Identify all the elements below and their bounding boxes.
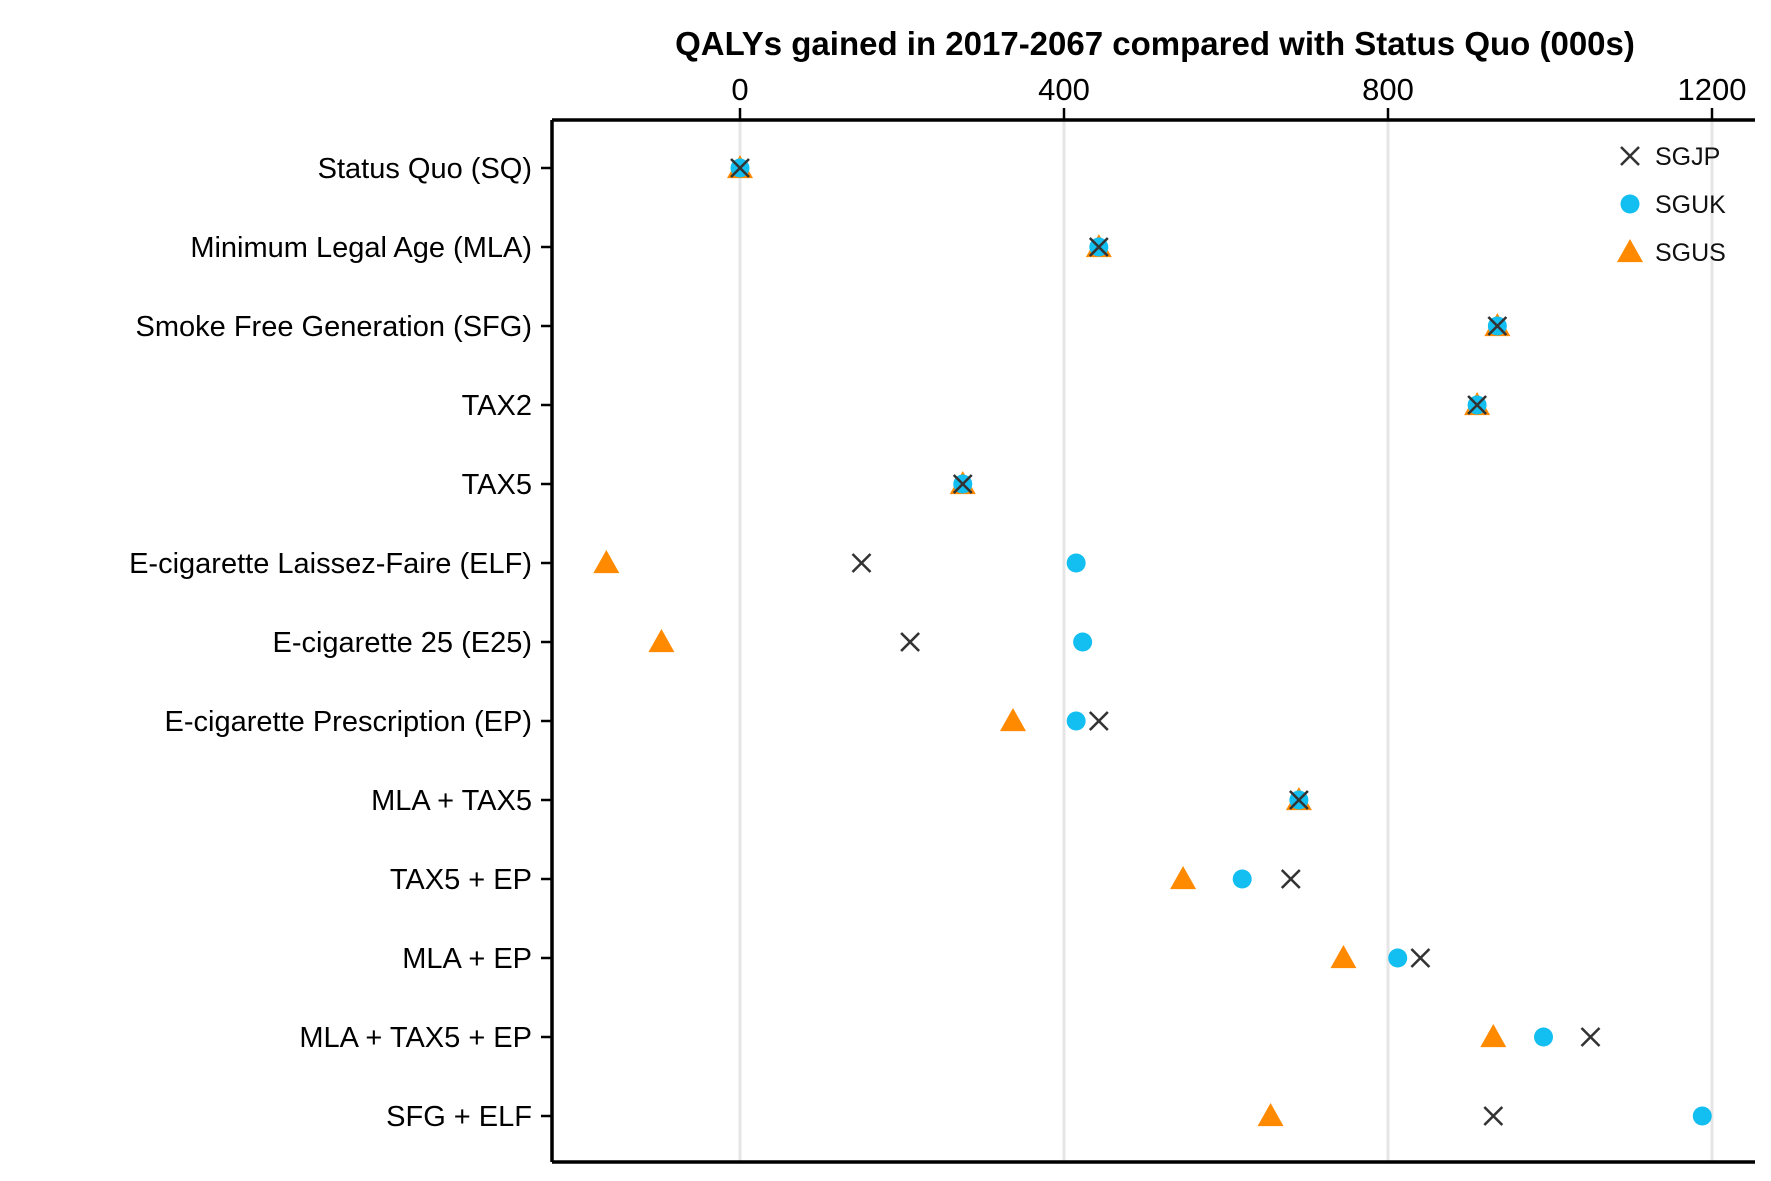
- cross-stroke: [1280, 869, 1301, 889]
- grid-lines: [738, 120, 1714, 1162]
- category-label: TAX2: [462, 390, 532, 422]
- cross-stroke: [952, 474, 973, 494]
- category-label: Status Quo (SQ): [318, 153, 532, 185]
- x-axis-ticks: 0 400 800 1200: [731, 72, 1746, 120]
- data-points: [593, 155, 1712, 1127]
- point-sgjp: [1088, 711, 1109, 731]
- cross-stroke: [1620, 146, 1640, 166]
- point-sguk: [1534, 1027, 1554, 1047]
- category-label: TAX5 + EP: [390, 864, 532, 896]
- point-sguk: [1073, 632, 1093, 652]
- point-sgjp: [1483, 1106, 1504, 1126]
- legend-label: SGUS: [1655, 239, 1726, 267]
- category-label: MLA + EP: [402, 943, 532, 975]
- point-sgjp: [1410, 948, 1431, 968]
- point-sguk: [1066, 711, 1086, 731]
- point-sgjp: [851, 553, 872, 573]
- cross-stroke: [1088, 711, 1109, 731]
- category-label: MLA + TAX5 + EP: [299, 1022, 532, 1054]
- point-sgus: [999, 708, 1026, 732]
- legend-marker-sguk: [1620, 194, 1640, 214]
- point-sguk: [1232, 869, 1252, 889]
- point-sguk: [1066, 553, 1086, 573]
- point-sgus: [1170, 866, 1197, 890]
- cross-stroke: [1487, 316, 1508, 336]
- point-sgus: [1330, 945, 1357, 969]
- cross-stroke: [851, 553, 872, 573]
- point-sgjp: [952, 474, 973, 494]
- legend-label: SGUK: [1655, 191, 1726, 219]
- category-label: Smoke Free Generation (SFG): [136, 311, 532, 343]
- point-sgus: [648, 629, 675, 653]
- point-sgjp: [900, 632, 921, 652]
- category-label: Minimum Legal Age (MLA): [190, 232, 532, 264]
- category-label: E-cigarette Laissez-Faire (ELF): [129, 548, 532, 580]
- point-sgus: [1257, 1103, 1284, 1127]
- legend-marker-sgjp: [1620, 146, 1640, 166]
- category-label: E-cigarette Prescription (EP): [165, 706, 532, 738]
- cross-stroke: [1088, 237, 1109, 257]
- x-tick-label: 0: [731, 72, 748, 107]
- point-sgjp: [1580, 1027, 1601, 1047]
- x-tick-label: 400: [1038, 72, 1090, 107]
- legend: SGJP SGUK SGUS: [1617, 143, 1726, 267]
- y-axis-categories: Status Quo (SQ) Minimum Legal Age (MLA) Sm…: [129, 153, 552, 1133]
- point-sguk: [1388, 948, 1408, 968]
- point-sgjp: [1288, 790, 1309, 810]
- category-label: MLA + TAX5: [371, 785, 532, 817]
- point-sgjp: [1487, 316, 1508, 336]
- point-sgjp: [1088, 237, 1109, 257]
- cross-stroke: [1288, 790, 1309, 810]
- cross-stroke: [730, 158, 750, 178]
- category-label: E-cigarette 25 (E25): [272, 627, 532, 659]
- cross-stroke: [1410, 948, 1431, 968]
- cross-stroke: [1483, 1106, 1504, 1126]
- cross-stroke: [900, 632, 921, 652]
- x-tick-label: 800: [1362, 72, 1414, 107]
- legend-label: SGJP: [1655, 143, 1720, 171]
- cross-stroke: [1580, 1027, 1601, 1047]
- chart-title: QALYs gained in 2017-2067 compared with …: [675, 25, 1635, 62]
- cross-stroke: [1467, 395, 1488, 415]
- point-sgus: [593, 550, 620, 574]
- point-sgjp: [730, 158, 750, 178]
- category-label: SFG + ELF: [386, 1101, 532, 1133]
- legend-marker-sgus: [1617, 239, 1643, 263]
- x-tick-label: 1200: [1678, 72, 1747, 107]
- point-sguk: [1692, 1106, 1712, 1126]
- point-sgjp: [1280, 869, 1301, 889]
- axes: [550, 118, 1755, 1164]
- point-sgjp: [1467, 395, 1488, 415]
- point-sgus: [1480, 1024, 1507, 1048]
- category-label: TAX5: [462, 469, 532, 501]
